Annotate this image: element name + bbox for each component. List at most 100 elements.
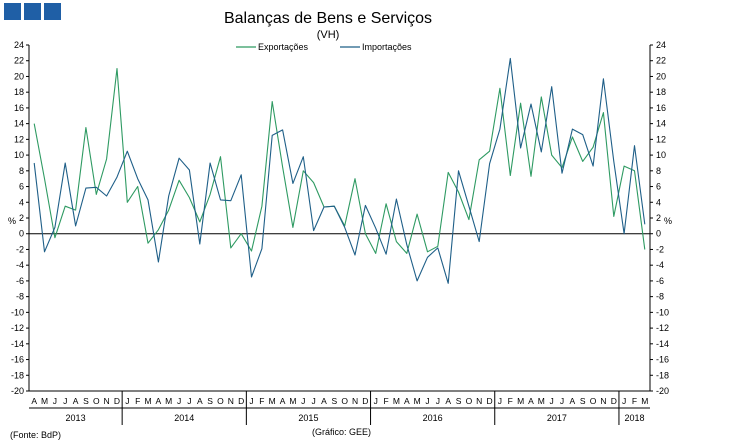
y-tick-label: -2 (656, 244, 664, 254)
x-tick-label: J (63, 396, 67, 406)
x-tick-label: J (622, 396, 626, 406)
x-tick-label: M (414, 396, 421, 406)
y-tick-label: 6 (19, 182, 24, 192)
y-tick-label: 8 (656, 166, 661, 176)
x-tick-label: M (165, 396, 172, 406)
year-label: 2018 (624, 413, 644, 423)
y-tick-label: -12 (11, 323, 24, 333)
x-tick-label: S (331, 396, 337, 406)
x-tick-label: N (104, 396, 110, 406)
legend-label-exportacoes: Exportações (258, 42, 309, 52)
x-tick-label: A (280, 396, 286, 406)
y-tick-label: 18 (656, 87, 666, 97)
x-tick-label: J (53, 396, 57, 406)
x-tick-label: D (114, 396, 120, 406)
y-tick-label: 4 (656, 197, 661, 207)
x-tick-label: F (383, 396, 388, 406)
x-tick-label: N (476, 396, 482, 406)
header-square (24, 3, 41, 20)
y-tick-label: -8 (656, 292, 664, 302)
y-tick-label: 10 (656, 150, 666, 160)
chart-title: Balanças de Bens e Serviços (224, 10, 432, 27)
y-tick-label: -10 (656, 307, 669, 317)
y-tick-label: 16 (656, 103, 666, 113)
y-axis-left-label: % (8, 216, 16, 226)
x-tick-label: J (498, 396, 502, 406)
x-tick-label: M (41, 396, 48, 406)
x-tick-label: D (238, 396, 244, 406)
x-tick-label: O (590, 396, 597, 406)
source-note: (Fonte: BdP) (10, 430, 61, 440)
year-label: 2017 (547, 413, 567, 423)
x-tick-label: J (425, 396, 429, 406)
y-tick-label: 16 (14, 103, 24, 113)
x-tick-label: J (550, 396, 554, 406)
x-tick-label: A (404, 396, 410, 406)
y-tick-label: -14 (656, 339, 669, 349)
y-tick-label: 0 (19, 229, 24, 239)
y-tick-label: 20 (14, 71, 24, 81)
x-tick-label: N (600, 396, 606, 406)
x-tick-label: J (312, 396, 316, 406)
y-tick-label: -2 (16, 244, 24, 254)
y-tick-label: 4 (19, 197, 24, 207)
y-tick-label: 14 (14, 119, 24, 129)
y-tick-label: -14 (11, 339, 24, 349)
x-tick-label: O (217, 396, 224, 406)
y-tick-label: -10 (11, 307, 24, 317)
chart-subtitle: (VH) (317, 29, 340, 41)
x-tick-label: O (93, 396, 100, 406)
year-label: 2016 (423, 413, 443, 423)
axes (28, 45, 651, 409)
x-tick-label: N (352, 396, 358, 406)
y-axis-left-ticks: 242220181614121086420-2-4-6-8-10-12-14-1… (11, 40, 29, 396)
x-tick-label: A (321, 396, 327, 406)
x-tick-label: J (249, 396, 253, 406)
x-tick-label: S (207, 396, 213, 406)
y-tick-label: -18 (656, 370, 669, 380)
y-tick-label: -4 (656, 260, 664, 270)
x-tick-label: A (156, 396, 162, 406)
x-tick-label: M (517, 396, 524, 406)
x-tick-label: J (301, 396, 305, 406)
y-tick-label: 14 (656, 119, 666, 129)
header-square (4, 3, 21, 20)
y-axis-right-label: % (664, 216, 672, 226)
x-tick-label: F (135, 396, 140, 406)
y-tick-label: 18 (14, 87, 24, 97)
x-tick-label: D (362, 396, 368, 406)
x-tick-label: S (580, 396, 586, 406)
y-tick-label: 2 (19, 213, 24, 223)
chart-credit: (Gráfico: GEE) (312, 427, 371, 437)
x-tick-label: A (570, 396, 576, 406)
y-tick-label: 24 (656, 40, 666, 50)
x-tick-label: J (177, 396, 181, 406)
x-tick-label: A (73, 396, 79, 406)
x-tick-label: F (259, 396, 264, 406)
y-tick-label: -4 (16, 260, 24, 270)
x-tick-label: F (632, 396, 637, 406)
x-tick-label: J (560, 396, 564, 406)
x-tick-label: J (436, 396, 440, 406)
y-tick-label: 0 (656, 229, 661, 239)
header-squares (4, 3, 61, 20)
y-tick-label: 10 (14, 150, 24, 160)
series-lines (33, 57, 646, 284)
x-tick-label: J (125, 396, 129, 406)
x-tick-label: M (269, 396, 276, 406)
y-tick-label: 20 (656, 71, 666, 81)
y-tick-label: -6 (16, 276, 24, 286)
x-tick-label: M (641, 396, 648, 406)
x-tick-label: M (144, 396, 151, 406)
x-tick-label: O (466, 396, 473, 406)
x-axis-years: 2013 2014 2015 2016 2017 2018 (66, 391, 644, 425)
x-tick-label: S (456, 396, 462, 406)
y-tick-label: 24 (14, 40, 24, 50)
x-tick-label: S (83, 396, 89, 406)
y-tick-label: -8 (16, 292, 24, 302)
x-tick-label: M (393, 396, 400, 406)
x-tick-label: A (445, 396, 451, 406)
x-tick-label: A (197, 396, 203, 406)
